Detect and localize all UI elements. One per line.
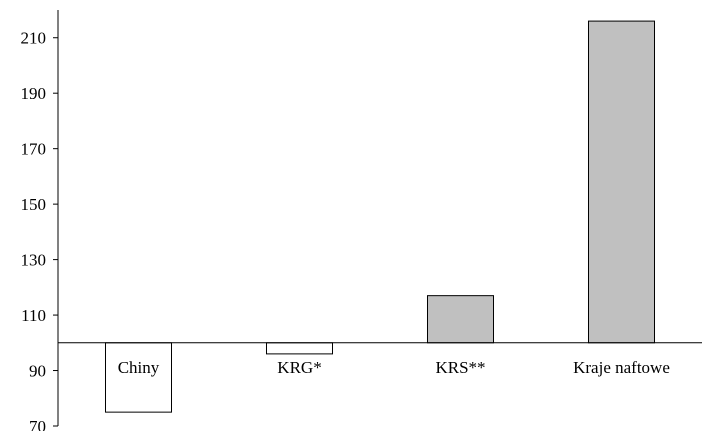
bar-krg [265, 342, 334, 355]
y-tick-label: 150 [21, 195, 47, 214]
category-label: KRG* [277, 358, 321, 377]
category-label: Kraje naftowe [573, 358, 670, 377]
y-tick-label: 190 [21, 84, 47, 103]
y-tick-label: 170 [21, 140, 47, 159]
category-label: KRS** [435, 358, 485, 377]
bar-krs [426, 295, 495, 344]
category-labels: Chiny KRG* KRS** Kraje naftowe [118, 358, 670, 377]
category-label: Chiny [118, 358, 160, 377]
y-tick-label: 110 [21, 306, 46, 325]
y-tick-label: 90 [29, 362, 46, 381]
y-tick-label: 70 [29, 417, 46, 431]
bar-kraje-naftowe [587, 20, 656, 344]
y-tick-label: 210 [21, 29, 47, 48]
bar-chiny [104, 342, 173, 413]
bars [104, 20, 656, 413]
y-tick-label: 130 [21, 251, 47, 270]
y-axis-ticks: 70 90 110 130 150 170 190 210 [21, 29, 58, 431]
